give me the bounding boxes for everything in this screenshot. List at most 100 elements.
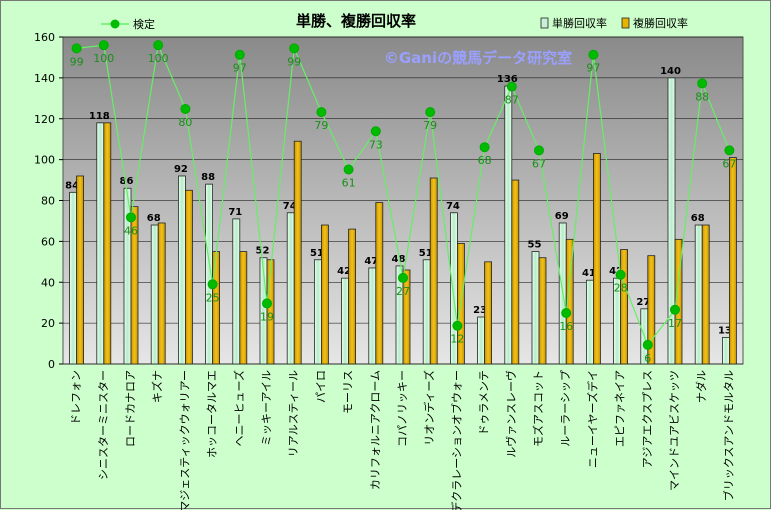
win-return-bar [150, 224, 159, 365]
win-return-label: 118 [89, 111, 110, 122]
test-marker [506, 81, 517, 92]
place-return-bar [212, 251, 221, 365]
win-return-label: 69 [555, 211, 569, 222]
test-value-label: 28 [614, 282, 628, 295]
test-marker [262, 298, 272, 309]
y-tick-label: 100 [34, 154, 55, 167]
place-return-bar [674, 238, 683, 365]
category-label: パイロ [314, 370, 327, 403]
category-label: ドゥラメンテ [478, 370, 491, 436]
win-return-label: 52 [256, 246, 270, 257]
category-label: ドレフォン [70, 370, 83, 425]
place-return-bar [157, 222, 166, 365]
place-return-bar [130, 206, 139, 365]
y-tick-label: 40 [41, 276, 55, 289]
test-marker [207, 279, 218, 290]
test-value-label: 73 [369, 138, 383, 151]
win-return-label: 41 [582, 268, 596, 279]
test-marker [642, 339, 653, 350]
test-value-label: 79 [423, 119, 437, 132]
win-return-bar [313, 259, 322, 365]
win-return-label: 23 [473, 305, 487, 316]
win-return-label: 13 [718, 325, 732, 336]
place-return-bar [375, 202, 384, 365]
win-return-bar [96, 122, 105, 365]
win-return-bar [531, 251, 540, 365]
win-return-label: 140 [660, 66, 681, 77]
test-value-label: 97 [586, 62, 600, 75]
category-label: モズアスコット [531, 370, 545, 447]
category-label: ヘニーヒューズ [232, 370, 246, 446]
category-label: マジェスティックウォリアー [178, 370, 191, 510]
test-marker [697, 78, 708, 89]
test-value-label: 88 [695, 90, 709, 103]
category-label: カリフォルニアクローム [369, 370, 382, 490]
category-label: モーリス [342, 370, 355, 414]
test-marker [71, 43, 82, 54]
win-return-label: 74 [446, 201, 460, 212]
place-return-bar [76, 175, 84, 365]
place-return-bar [729, 157, 737, 365]
win-return-label: 68 [147, 213, 161, 224]
test-marker [398, 272, 408, 283]
win-return-label: 88 [201, 172, 215, 183]
win-return-label: 55 [528, 240, 542, 251]
win-return-bar [667, 77, 676, 365]
win-return-label: 51 [310, 248, 324, 259]
test-value-label: 61 [342, 177, 356, 190]
category-label: リオンディーズ [422, 370, 436, 446]
category-label: ホッコータルマエ [206, 370, 219, 458]
test-marker [343, 164, 354, 175]
win-return-bar [477, 316, 486, 365]
win-return-bar [422, 259, 431, 365]
test-value-label: 80 [178, 116, 192, 129]
place-return-bar [348, 228, 357, 365]
test-marker [561, 307, 572, 318]
win-return-label: 86 [120, 176, 134, 187]
win-return-label: 48 [392, 254, 406, 265]
win-return-label: 84 [65, 180, 79, 191]
test-value-label: 16 [559, 320, 573, 333]
win-return-bar [232, 218, 241, 365]
place-return-bar [266, 259, 275, 365]
place-return-bar [565, 238, 574, 365]
test-value-label: 6 [644, 352, 651, 365]
test-marker [126, 212, 136, 223]
category-label: マインドユアビスケッツ [668, 370, 681, 491]
place-return-bar [484, 261, 493, 365]
win-return-bar [694, 224, 703, 365]
category-label: ルーラーシップ [559, 370, 572, 447]
category-label: ブリックスアンドモルタル [721, 370, 735, 501]
win-return-label: 68 [691, 213, 705, 224]
test-value-label: 19 [260, 310, 274, 323]
test-marker [479, 142, 490, 153]
test-marker [452, 320, 463, 331]
test-marker [289, 43, 300, 54]
test-value-label: 97 [233, 62, 247, 75]
category-label: デクラレーションオブウォー [449, 370, 463, 510]
legend-test-label: 検定 [133, 17, 155, 31]
win-return-bar [286, 212, 295, 365]
win-return-label: 47 [364, 256, 378, 267]
test-value-label: 99 [287, 55, 301, 68]
test-marker [425, 107, 436, 118]
place-return-bar [647, 255, 656, 365]
place-return-bar [701, 224, 710, 365]
place-return-bar [320, 224, 329, 365]
y-tick-label: 20 [41, 317, 55, 330]
category-label: アジアエクスプレス [641, 370, 654, 468]
test-value-label: 79 [314, 119, 328, 132]
category-label: コパノリッキー [396, 370, 409, 447]
chart-title: 単勝、複勝回収率 [296, 12, 416, 30]
category-label: ニューイヤーズデイ [585, 370, 599, 468]
test-value-label: 17 [668, 317, 682, 330]
win-return-bar [177, 175, 186, 365]
test-marker [615, 269, 626, 280]
win-return-bar [368, 267, 377, 365]
y-tick-label: 0 [48, 358, 55, 371]
legend-test-marker [110, 19, 120, 29]
legend-win-swatch [540, 17, 549, 29]
place-return-bar [293, 140, 302, 365]
